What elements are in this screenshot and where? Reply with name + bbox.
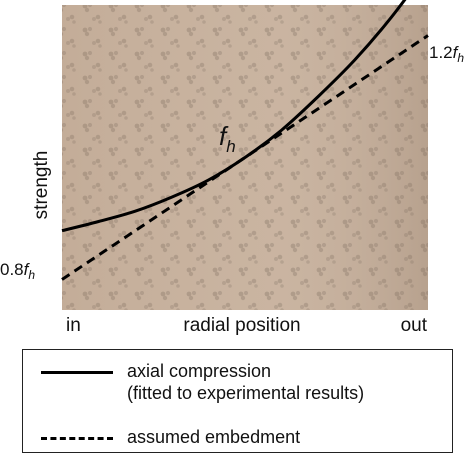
legend: axial compression (fitted to experimenta… bbox=[22, 349, 453, 453]
legend-swatch-dashed bbox=[41, 437, 113, 440]
legend-label-solid: axial compression (fitted to experimenta… bbox=[127, 360, 364, 404]
assumed-embedment-line bbox=[61, 34, 429, 281]
legend-label-solid-line1: axial compression bbox=[127, 361, 272, 381]
high-base: f bbox=[453, 43, 460, 62]
legend-label-dashed-line1: assumed embedment bbox=[127, 427, 301, 447]
fh-sub: h bbox=[226, 137, 235, 156]
x-tick-start: in bbox=[66, 315, 81, 336]
fh-base: f bbox=[219, 121, 229, 151]
y-axis-label: strength bbox=[31, 151, 52, 220]
x-tick-end: out bbox=[401, 315, 428, 336]
legend-label-solid-line2: (fitted to experimental results) bbox=[127, 383, 365, 403]
low-value-label: 0.8fh bbox=[0, 260, 35, 282]
fh-annotation: fh bbox=[219, 121, 236, 156]
low-base: f bbox=[24, 260, 31, 279]
high-coef: 1.2 bbox=[429, 43, 453, 62]
legend-label-dashed: assumed embedment bbox=[127, 426, 300, 448]
low-sub: h bbox=[28, 268, 35, 282]
high-value-label: 1.2fh bbox=[429, 43, 464, 65]
x-axis-label: radial position bbox=[183, 315, 300, 336]
legend-swatch-solid bbox=[41, 371, 113, 374]
high-sub: h bbox=[457, 51, 464, 65]
axial-compression-line bbox=[61, 0, 407, 233]
low-coef: 0.8 bbox=[0, 260, 24, 279]
